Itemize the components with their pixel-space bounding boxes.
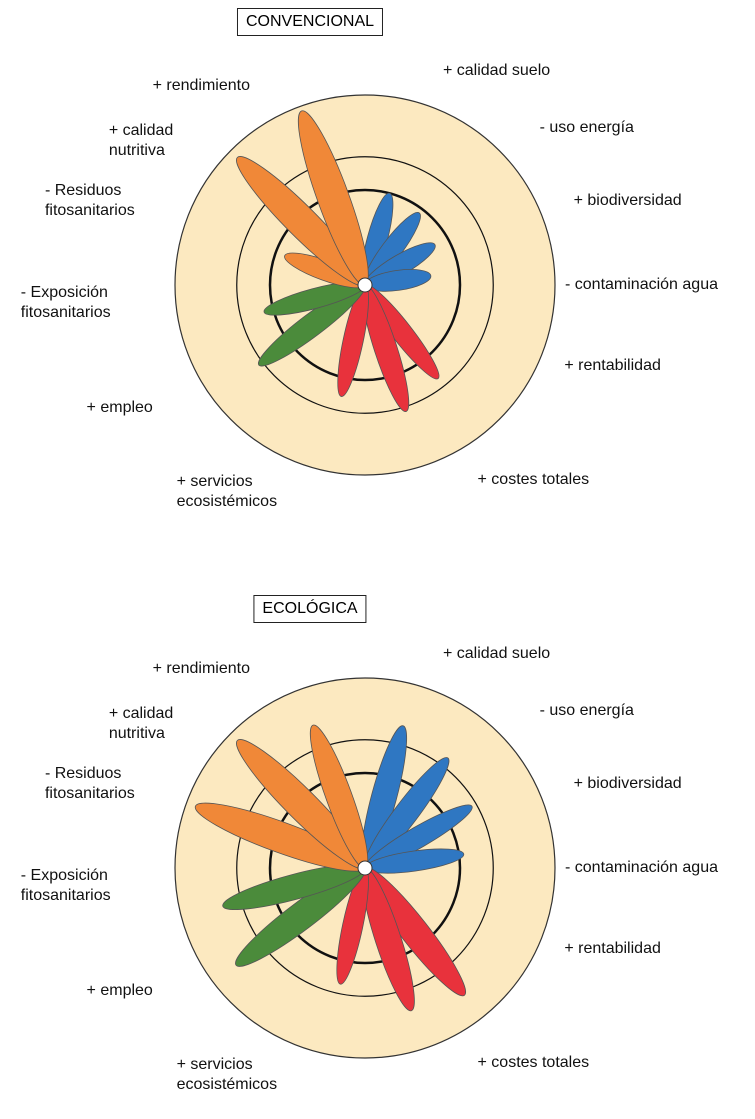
ring bbox=[268, 188, 462, 382]
axis-label: + servicios ecosistémicos bbox=[176, 1056, 278, 1094]
axis-label: + rentabilidad bbox=[564, 356, 661, 374]
axis-label: - Exposición fitosanitarios bbox=[20, 283, 111, 321]
chart-title: CONVENCIONAL bbox=[236, 8, 384, 36]
ring bbox=[236, 739, 494, 997]
center-dot bbox=[357, 277, 373, 293]
axis-label: + costes totales bbox=[477, 470, 590, 488]
axis-label: - Exposición fitosanitarios bbox=[20, 866, 111, 904]
axis-label: + costes totales bbox=[477, 1053, 590, 1071]
ring bbox=[268, 771, 462, 965]
axis-label: + biodiversidad bbox=[573, 774, 682, 792]
axis-label: - contaminación agua bbox=[565, 859, 718, 876]
axis-label: + empleo bbox=[86, 398, 153, 416]
axis-label: - Residuos fitosanitarios bbox=[44, 765, 135, 803]
axis-label: + rendimiento bbox=[152, 76, 250, 94]
chart-title: ECOLÓGICA bbox=[253, 595, 367, 623]
axis-label: + calidad suelo bbox=[442, 61, 551, 79]
axis-label: + biodiversidad bbox=[573, 191, 682, 209]
center-dot bbox=[357, 860, 373, 876]
axis-label: - uso energía bbox=[539, 118, 634, 136]
axis-label: + rendimiento bbox=[152, 659, 250, 677]
axis-label: - uso energía bbox=[539, 701, 634, 719]
ring bbox=[236, 156, 494, 414]
axis-label: - Residuos fitosanitarios bbox=[44, 182, 135, 220]
axis-label: - contaminación agua bbox=[565, 276, 718, 293]
axis-label: + servicios ecosistémicos bbox=[176, 473, 278, 511]
axis-label: + rentabilidad bbox=[564, 939, 661, 957]
axis-label: + calidad nutritiva bbox=[108, 121, 174, 159]
axis-label: + empleo bbox=[86, 981, 153, 999]
axis-label: + calidad suelo bbox=[442, 644, 551, 662]
axis-label: + calidad nutritiva bbox=[108, 704, 174, 742]
